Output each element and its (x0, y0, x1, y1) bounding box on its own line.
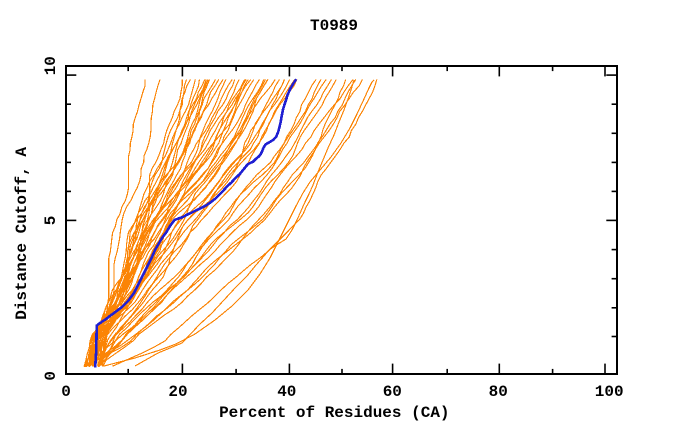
svg-text:T0989: T0989 (310, 17, 358, 35)
svg-text:20: 20 (168, 383, 187, 401)
svg-text:0: 0 (42, 371, 60, 381)
svg-text:40: 40 (277, 383, 296, 401)
svg-text:0: 0 (61, 383, 71, 401)
svg-text:100: 100 (595, 383, 624, 401)
svg-text:Percent of Residues (CA): Percent of Residues (CA) (219, 404, 449, 422)
svg-text:Distance Cutoff, A: Distance Cutoff, A (13, 147, 31, 320)
svg-text:60: 60 (383, 383, 402, 401)
svg-text:5: 5 (42, 216, 60, 226)
svg-text:10: 10 (42, 56, 60, 75)
svg-text:80: 80 (489, 383, 508, 401)
